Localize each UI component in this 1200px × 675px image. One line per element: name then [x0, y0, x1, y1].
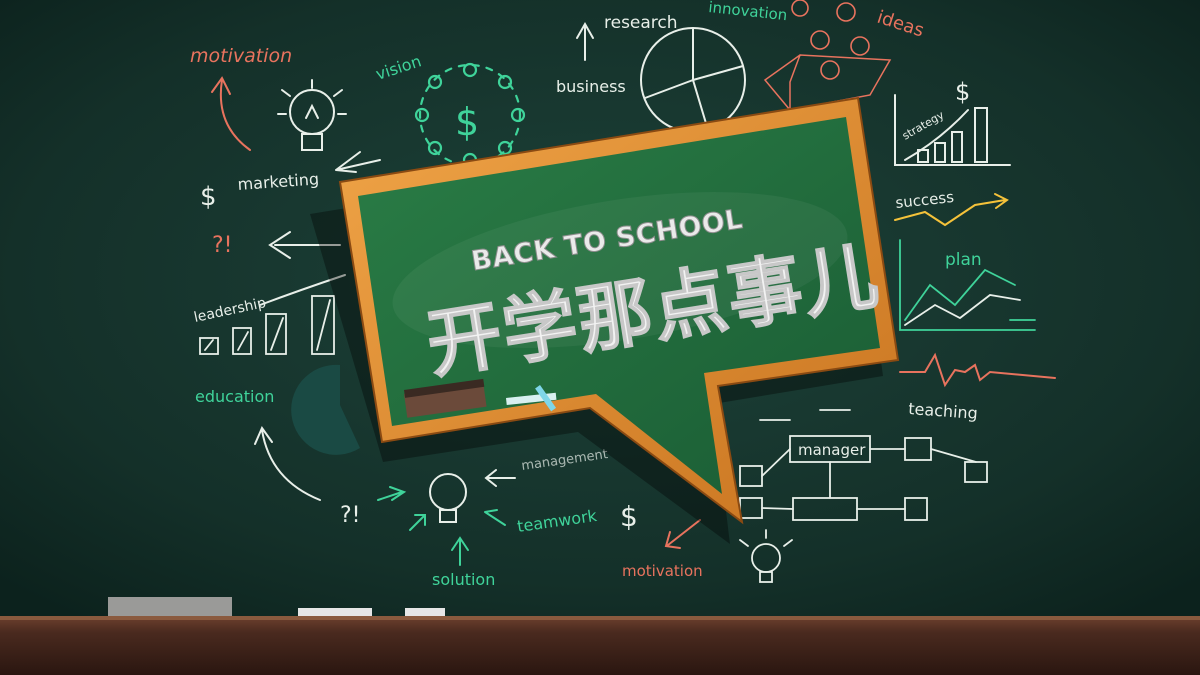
- question-exclaim-icon: ?!: [340, 503, 361, 528]
- dollar-icon: $: [200, 182, 217, 212]
- eraser-top-icon: [404, 378, 485, 398]
- arrow-icon: [377, 486, 407, 501]
- chalk-stick-icon: [405, 608, 445, 616]
- education-label: education: [195, 387, 274, 406]
- manager-label: manager: [798, 441, 866, 459]
- zigzag-arrow-icon: [894, 193, 1009, 227]
- wooden-floor: [0, 618, 1200, 675]
- pie-chart-icon: [291, 364, 360, 455]
- speech-bubble-board: BACK TO SCHOOL 开学那点事儿: [310, 96, 900, 544]
- lightbulb-icon: [739, 529, 793, 583]
- lightbulb-icon: [429, 473, 467, 523]
- arrow-icon: [484, 469, 516, 487]
- dollar-icon: $: [955, 78, 970, 106]
- arrow-icon: [268, 231, 341, 259]
- motivation-top-label: motivation: [190, 45, 292, 67]
- question-exclaim-icon: ?!: [212, 233, 233, 258]
- arrow-icon: [664, 519, 701, 549]
- eraser-icon: [108, 597, 232, 616]
- people-circle-icon: [414, 62, 526, 168]
- business-label: business: [556, 77, 626, 96]
- teaching-label: teaching: [908, 399, 979, 423]
- chalk-stick-icon: [535, 384, 557, 412]
- arrow-icon: [219, 79, 251, 151]
- chalk-stick-icon: [298, 608, 372, 616]
- flowchart-icon: [739, 409, 988, 521]
- chalk-tray-line: [0, 616, 1200, 620]
- lightbulb-icon: [791, 0, 870, 80]
- arrow-icon: [451, 536, 469, 566]
- plan-label: plan: [945, 250, 982, 270]
- chalk-smudge: [392, 192, 848, 348]
- bar-chart-icon: [894, 94, 1011, 166]
- dollar-icon: $: [620, 500, 638, 533]
- arrow-icon: [576, 21, 594, 61]
- heartbeat-icon: [899, 352, 1056, 388]
- motivation-bottom-label: motivation: [622, 562, 703, 580]
- arrow-icon: [484, 509, 506, 526]
- arrow-icon: [211, 76, 231, 95]
- line-chart-icon: [899, 239, 1036, 331]
- dollar-icon: $: [455, 100, 479, 144]
- bar-chart-icon: [199, 274, 346, 355]
- arrow-icon: [335, 151, 381, 173]
- inner-chalkboard: [358, 117, 880, 494]
- arrow-icon: [409, 514, 426, 531]
- solution-label: solution: [432, 570, 495, 589]
- research-label: research: [604, 13, 678, 33]
- box-icon: [763, 54, 892, 111]
- lightbulb-icon: [277, 79, 347, 151]
- arrow-icon: [254, 425, 321, 501]
